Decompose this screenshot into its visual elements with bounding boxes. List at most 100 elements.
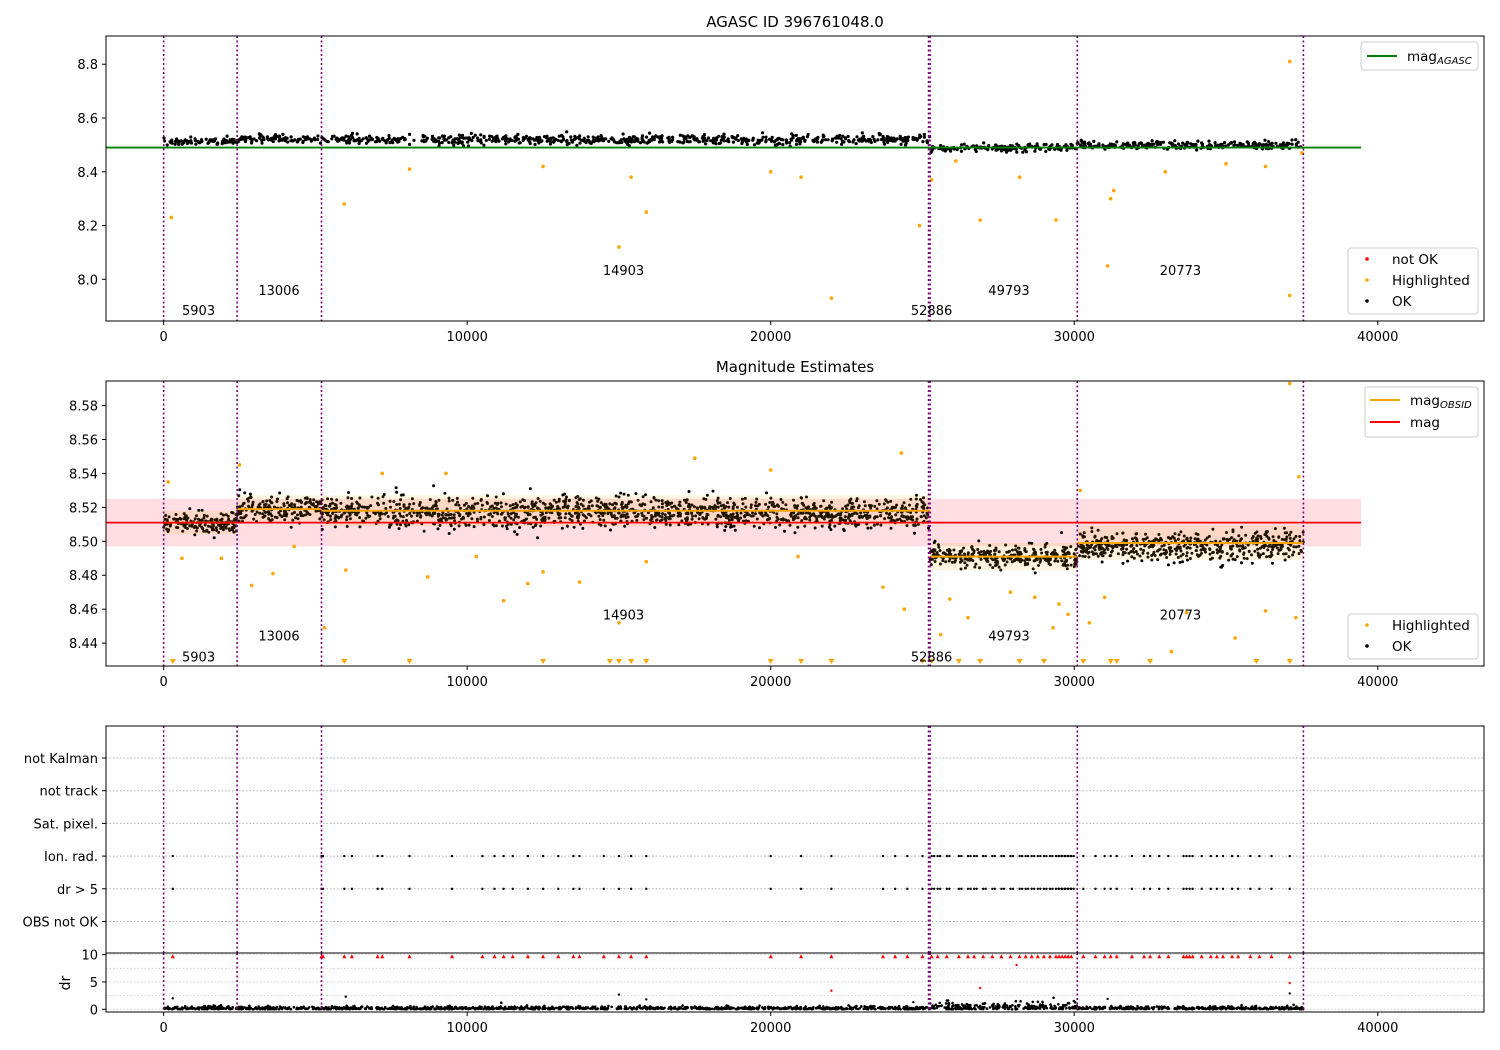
panel2-ok-points — [320, 484, 931, 540]
panel4-clipped-marker — [990, 954, 995, 959]
panel4-clipped-marker — [1190, 954, 1195, 959]
panel4-clipped-marker — [966, 954, 971, 959]
panel2-highlighted-point — [617, 620, 621, 625]
panel2-highlighted-point — [1287, 381, 1292, 386]
panel3-category-label: OBS not OK — [23, 916, 99, 931]
panel2-frame: 0 10000 20000 30000 40000 8.44 8.46 8.48 8.50 8.5… — [69, 380, 1485, 690]
panel2-obsid-label: 49793 — [988, 629, 1029, 644]
panel2-clipped-marker — [977, 659, 984, 664]
panel4-ylabel: dr — [58, 975, 74, 990]
panel4-clipped-marker — [525, 954, 530, 959]
panel4-clipped-marker — [556, 954, 561, 959]
panel2-obsid-label: 14903 — [603, 608, 644, 623]
panel4-clipped-marker — [170, 954, 175, 959]
panel4-clipped-marker — [616, 954, 621, 959]
panel1-legend-not_ok-label: not OK — [1392, 252, 1439, 268]
panel1-series: 5903 13006 14903 52886 49793 20773 — [106, 36, 1362, 321]
panel2-clipped-marker — [628, 659, 635, 664]
panel2-clipped-marker — [643, 659, 650, 664]
panel4-clipped-marker — [1214, 954, 1219, 959]
panel2-legend-mag_line-label: mag — [1410, 415, 1440, 431]
panel1-highlighted-point — [1017, 175, 1022, 179]
panel4-clipped-marker — [1041, 954, 1046, 959]
panel2-highlighted-point — [1297, 475, 1301, 479]
panel4-clipped-marker — [510, 954, 515, 959]
panel1-highlighted-point — [1263, 164, 1268, 169]
panel2-plot-area: 5903 13006 14903 52886 49793 20773 — [106, 381, 1362, 666]
panel4-clipped-marker — [1230, 954, 1235, 959]
panel4-clipped-marker — [1129, 954, 1134, 959]
panel3-category-label: dr > 5 — [57, 883, 98, 898]
panel4-point — [171, 997, 174, 1000]
panel2-series: 5903 13006 14903 52886 49793 20773 — [106, 381, 1362, 666]
panel2-xtick-label: 20000 — [750, 675, 791, 690]
panel4-clipped-marker — [492, 954, 497, 959]
panel4-clipped-marker — [321, 954, 326, 959]
panel2-highlighted-point — [219, 556, 224, 561]
panel2-clipped-marker — [955, 659, 962, 664]
panel1-legend-lower-box — [1347, 247, 1479, 315]
panel3-category-label: not track — [39, 785, 98, 800]
panel2-ok-points — [1076, 525, 1305, 569]
panel2-highlighted-point — [1008, 590, 1013, 595]
panel2-clipped-marker — [1107, 659, 1114, 664]
panel1-legend-ok-label: OK — [1392, 294, 1413, 310]
panel4-clipped-marker — [1047, 954, 1052, 959]
panel4-clipped-marker — [929, 954, 934, 959]
panel2-clipped-marker — [606, 659, 613, 664]
panel1-highlighted-point — [1105, 264, 1110, 268]
panel4-clipped-marker — [450, 954, 455, 959]
panel2-highlighted-point — [947, 597, 952, 601]
panel2-ytick-label: 8.52 — [69, 501, 98, 516]
panel2-obsid-label: 20773 — [1160, 608, 1201, 623]
panel4-plot-area — [106, 953, 1484, 1012]
panel2-ytick-label: 8.50 — [69, 535, 98, 550]
panel2-highlighted-point — [425, 575, 430, 579]
panel4-border — [105, 952, 1485, 1013]
panel2-clipped-marker — [1147, 659, 1154, 664]
panel4-clipped-marker — [1148, 954, 1153, 959]
panel2-highlighted-point — [166, 480, 171, 484]
panel2-ytick-label: 8.46 — [69, 603, 98, 618]
panel4-clipped-marker — [375, 954, 380, 959]
panel2-clipped-marker — [1253, 659, 1260, 664]
panel2-ytick-label: 8.58 — [69, 400, 98, 415]
panel1-ytick-label: 8.8 — [77, 58, 98, 73]
panel1-legend-highlighted-dot-swatch — [1365, 278, 1369, 282]
panel4-ytick-label: 0 — [90, 1003, 98, 1018]
panel1-highlighted-point — [799, 175, 803, 179]
panel4-clipped-marker — [1093, 954, 1098, 959]
panel2-highlighted-point — [644, 559, 649, 564]
panel4-clipped-marker — [1060, 954, 1065, 959]
panel1-legend-highlighted-label: Highlighted — [1392, 273, 1470, 289]
panel4-clipped-marker — [1102, 954, 1107, 959]
panel2-obsid-label: 13006 — [258, 629, 299, 644]
panel4-clipped-marker — [956, 954, 961, 959]
panel4-clipped-marker — [1208, 954, 1213, 959]
panel1-obsid-label: 13006 — [258, 284, 299, 299]
panel1-highlighted-point — [1287, 59, 1292, 64]
panel2-ytick-label: 8.48 — [69, 569, 98, 584]
panel1-ok-points — [235, 132, 323, 145]
panel4-point — [617, 993, 621, 996]
panel4-clipped-marker — [1057, 954, 1062, 959]
panel2-xtick-label: 0 — [160, 675, 168, 690]
panel1-obsid-label: 20773 — [1160, 264, 1201, 279]
panel4-clipped-marker — [829, 954, 834, 959]
panel2-highlighted-point — [1184, 610, 1189, 615]
panel2-legend-lower: Highlighted OK — [1347, 613, 1479, 660]
panel2-clipped-marker — [1080, 659, 1087, 664]
panel2-highlighted-point — [1263, 609, 1268, 613]
panel4-clipped-marker — [601, 954, 606, 959]
panel4-clipped-marker — [999, 954, 1004, 959]
panel1-highlighted-point — [1108, 196, 1113, 201]
panel4-series — [106, 953, 1484, 1012]
panel2-highlighted-point — [322, 626, 327, 630]
panel2-highlighted-point — [292, 544, 296, 549]
panel1-ytick-label: 8.0 — [77, 273, 98, 288]
panel3-category-label: Ion. rad. — [44, 850, 98, 865]
panel2-highlighted-point — [1032, 595, 1037, 600]
panel2-highlighted-point — [1066, 612, 1070, 617]
panel1-highlighted-point — [1163, 169, 1168, 174]
